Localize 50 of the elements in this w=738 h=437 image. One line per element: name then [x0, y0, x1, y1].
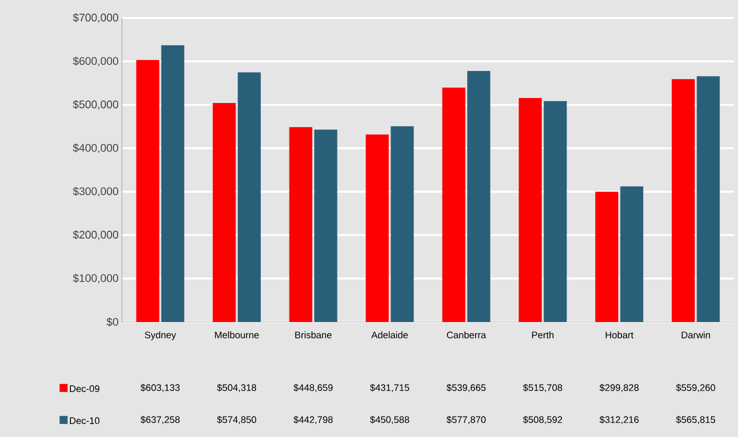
bar: [136, 60, 160, 322]
bar: [366, 134, 389, 322]
bar: [544, 101, 567, 322]
bar: [289, 127, 312, 322]
y-tick-label: $500,000: [72, 100, 118, 110]
data-label: $508,592: [523, 416, 562, 424]
legend-label: Dec-09: [70, 385, 100, 392]
y-tick-label: $300,000: [72, 186, 118, 196]
y-tick-label: $600,000: [72, 56, 118, 66]
data-label: $559,260: [676, 384, 716, 392]
x-tick-label: Darwin: [682, 331, 710, 338]
bar: [314, 130, 338, 322]
data-label: $448,659: [294, 384, 333, 392]
x-tick-label: Canberra: [446, 331, 486, 338]
data-label: $565,815: [676, 416, 716, 424]
bar: [620, 186, 644, 322]
bar: [696, 76, 720, 322]
data-label: $442,798: [294, 416, 333, 424]
x-tick-label: Adelaide: [371, 331, 408, 338]
data-label: $299,828: [600, 384, 639, 392]
data-label: $574,850: [217, 416, 256, 424]
data-label: $515,708: [523, 384, 562, 392]
y-tick-label: $100,000: [72, 274, 118, 284]
x-tick-label: Sydney: [144, 331, 176, 340]
data-label: $431,715: [370, 384, 410, 392]
bar: [672, 79, 695, 322]
bar: [595, 192, 618, 322]
data-label: $312,216: [600, 416, 639, 424]
y-tick-label: $400,000: [72, 144, 118, 154]
legend-label: Dec-10: [70, 417, 100, 424]
x-tick-label: Perth: [532, 331, 554, 338]
y-tick-label: $0: [106, 318, 118, 326]
y-tick-label: $200,000: [72, 230, 118, 240]
bar: [390, 126, 414, 322]
bar: [212, 102, 236, 322]
x-tick-label: Hobart: [606, 331, 634, 338]
x-tick-label: Melbourne: [215, 331, 259, 338]
data-label: $603,133: [140, 384, 180, 392]
bar: [467, 71, 490, 322]
data-label: $450,588: [370, 416, 410, 424]
bar: [518, 98, 542, 322]
x-tick-label: Brisbane: [295, 331, 332, 338]
data-label: $539,665: [446, 384, 486, 392]
data-label: $504,318: [217, 384, 256, 392]
bar: [442, 88, 466, 322]
bar: [238, 72, 261, 322]
data-label: $577,870: [446, 416, 486, 424]
data-label: $637,258: [140, 416, 180, 424]
bar: [161, 45, 184, 322]
y-tick-label: $700,000: [72, 13, 118, 23]
